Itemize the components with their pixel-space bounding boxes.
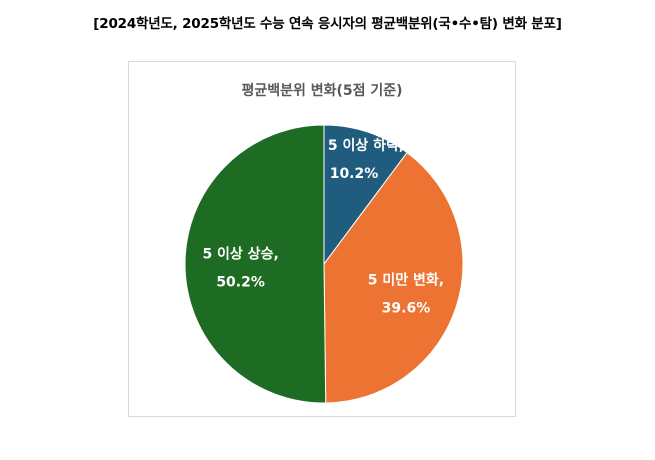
slice-label: 5 이상 하락, 10.2% [328, 137, 404, 182]
slice-label: 5 미만 변화, 39.6% [368, 273, 444, 317]
page-heading: [2024학년도, 2025학년도 수능 연속 응시자의 평균백분위(국•수•탐… [93, 16, 562, 32]
slice-value-label: 39.6% [382, 301, 431, 317]
slice-value-label: 50.2% [216, 275, 265, 291]
chart-area: 평균백분위 변화(5점 기준) 5 이상 하락, 10.2% 5 미만 변화, 39.… [128, 61, 516, 417]
pie-slice [184, 124, 327, 404]
slice-label: 5 이상 상승, 50.2% [202, 246, 278, 291]
slice-category-label: 5 이상 상승, [202, 246, 278, 263]
pie-slice [323, 124, 408, 266]
chart-title: 평균백분위 변화(5점 기준) [241, 83, 403, 99]
pie-chart: 5 이상 하락, 10.2% 5 미만 변화, 39.6% 5 이상 상승, 50.2% [184, 124, 464, 404]
slice-category-label: 5 미만 변화, [368, 273, 444, 289]
slice-category-label: 5 이상 하락, [328, 137, 404, 154]
pie-slice [323, 151, 464, 404]
slice-value-label: 10.2% [330, 166, 379, 182]
